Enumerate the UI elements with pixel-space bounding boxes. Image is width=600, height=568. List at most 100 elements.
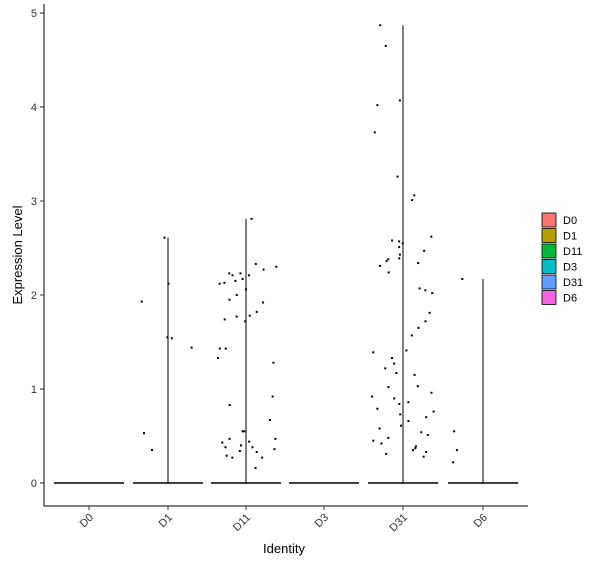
data-point	[221, 441, 224, 444]
data-point	[396, 175, 399, 178]
x-tick-label: D0	[78, 512, 96, 530]
data-point	[238, 450, 241, 453]
data-point	[373, 131, 376, 134]
y-tick-label: 0	[31, 478, 37, 490]
data-point	[243, 430, 246, 433]
axes-layer	[43, 4, 528, 507]
data-point	[235, 294, 238, 296]
data-point	[393, 362, 396, 365]
data-point	[417, 262, 420, 265]
data-point	[272, 361, 275, 364]
data-point	[398, 403, 401, 406]
data-point	[228, 403, 231, 406]
legend-swatch-d0	[541, 212, 557, 228]
data-point	[271, 395, 274, 398]
data-point	[247, 274, 250, 277]
data-point	[400, 424, 403, 427]
data-point	[231, 456, 234, 459]
data-point	[218, 282, 221, 285]
data-point	[412, 449, 415, 452]
data-point	[143, 432, 146, 435]
data-point	[398, 253, 401, 256]
data-point	[228, 437, 231, 440]
data-point	[248, 440, 251, 443]
data-point	[407, 419, 410, 422]
data-point	[244, 320, 247, 323]
data-point	[248, 314, 251, 317]
data-point	[413, 194, 416, 197]
data-point	[411, 199, 414, 202]
data-point	[228, 298, 231, 301]
data-point	[254, 262, 257, 265]
x-tick-label: D1	[157, 512, 175, 530]
data-point	[426, 434, 429, 437]
data-point	[225, 454, 228, 457]
legend-label-d3: D3	[563, 262, 577, 274]
data-point	[410, 334, 413, 337]
data-point	[405, 349, 408, 352]
legend-label-d31: D31	[563, 277, 583, 289]
data-point	[417, 326, 420, 329]
data-point	[376, 407, 379, 410]
data-point	[385, 260, 388, 263]
data-point	[273, 448, 276, 451]
data-point	[422, 455, 425, 458]
data-point	[398, 246, 401, 249]
data-point	[268, 419, 271, 422]
data-point	[461, 278, 464, 281]
data-point	[218, 347, 221, 350]
data-point	[224, 446, 227, 449]
data-point	[414, 447, 417, 450]
data-point	[251, 446, 254, 449]
data-point	[255, 310, 258, 313]
data-point	[416, 385, 419, 388]
data-point	[384, 367, 387, 370]
data-point	[235, 315, 238, 318]
y-tick-label: 4	[31, 102, 37, 114]
data-point	[379, 24, 382, 27]
legend-label-d11: D11	[563, 246, 582, 258]
data-point	[424, 320, 427, 323]
data-point	[414, 445, 417, 448]
x-tick-label: D3	[313, 512, 331, 530]
data-point	[430, 235, 433, 238]
data-point	[423, 249, 426, 252]
legend: D0 D1 D11 D3 D31 D6	[541, 212, 583, 305]
data-point	[254, 466, 257, 469]
data-point	[430, 391, 433, 394]
y-tick-label: 1	[31, 384, 37, 396]
data-point	[398, 240, 401, 243]
data-point	[390, 356, 393, 359]
data-point	[244, 288, 247, 291]
x-tick-label: D6	[472, 512, 490, 530]
x-ticks: D0 D1 D11 D3 D31 D6	[78, 506, 490, 534]
data-point	[393, 397, 396, 400]
y-tick-label: 5	[31, 8, 37, 20]
data-point	[170, 337, 173, 340]
data-point	[398, 257, 401, 260]
y-axis-title: Expression Level	[10, 205, 25, 304]
data-point	[372, 439, 375, 442]
points-layer	[140, 24, 464, 469]
data-point	[163, 236, 166, 239]
data-point	[378, 427, 381, 430]
data-point	[384, 44, 387, 47]
data-point	[428, 311, 431, 314]
data-point	[452, 461, 455, 464]
data-point	[387, 271, 390, 274]
data-point	[140, 300, 143, 303]
data-point	[372, 351, 375, 354]
data-point	[407, 401, 410, 404]
data-point	[418, 287, 421, 290]
legend-label-d0: D0	[563, 215, 577, 227]
data-point	[228, 272, 231, 275]
x-axis-title: Identity	[263, 541, 305, 556]
data-point	[275, 265, 278, 268]
data-point	[239, 272, 242, 275]
data-point	[255, 450, 258, 453]
legend-swatch-d1	[541, 228, 557, 243]
x-tick-label: D31	[387, 512, 410, 535]
legend-label-d6: D6	[563, 293, 577, 305]
data-point	[166, 336, 169, 339]
data-point	[431, 292, 434, 295]
